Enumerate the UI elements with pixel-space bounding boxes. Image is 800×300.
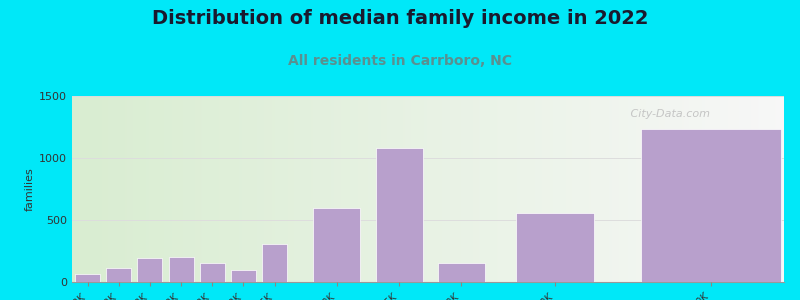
Bar [75,274,100,282]
Bar [438,263,485,282]
Bar [231,270,256,282]
Y-axis label: families: families [25,167,35,211]
Bar [106,268,131,282]
Bar [138,258,162,282]
Bar [314,208,360,282]
Text: City-Data.com: City-Data.com [627,109,710,119]
Bar [262,244,287,282]
Bar [516,213,594,282]
Bar [169,257,194,282]
Text: Distribution of median family income in 2022: Distribution of median family income in … [152,9,648,28]
Text: All residents in Carrboro, NC: All residents in Carrboro, NC [288,54,512,68]
Bar [200,263,225,282]
Bar [376,148,422,282]
Bar [641,130,781,282]
